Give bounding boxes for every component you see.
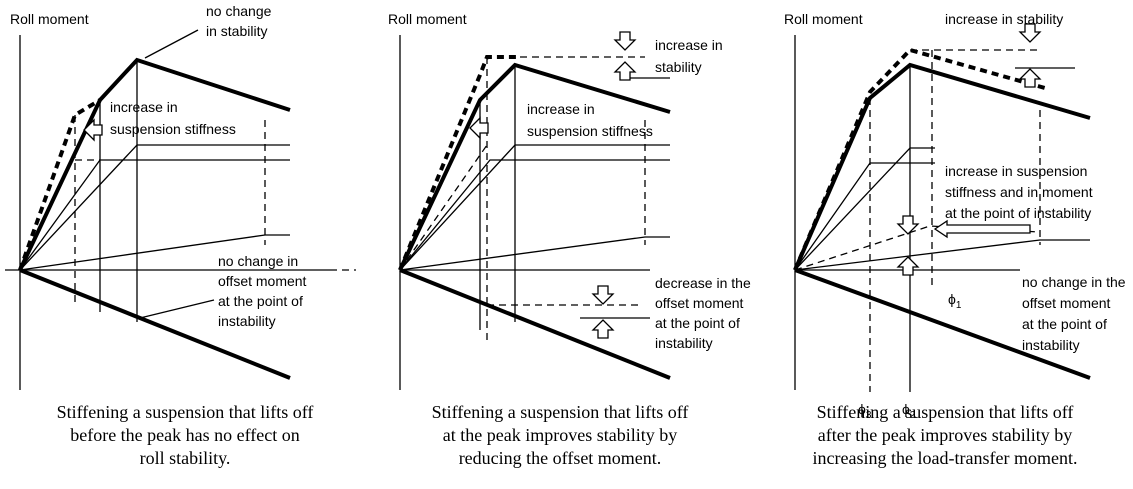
total-moment <box>793 62 1091 271</box>
annotation: suspension stiffness <box>527 123 653 139</box>
arrow <box>592 319 614 339</box>
stiffened-moment <box>18 98 102 271</box>
suspension-line <box>794 147 935 271</box>
angle-label: ϕ1 <box>948 291 962 311</box>
annotation: increase in <box>655 37 723 53</box>
annotation: instability <box>218 313 276 329</box>
pointer <box>144 29 199 59</box>
arrow <box>83 119 103 141</box>
axis-label: Roll moment <box>388 11 467 27</box>
annotation: offset moment <box>218 273 307 289</box>
suspension-line <box>399 159 670 271</box>
axis-label: Roll moment <box>784 11 863 27</box>
offset-line <box>399 236 670 271</box>
angle-label: ϕ2 <box>902 401 916 421</box>
overturning-line <box>19 268 291 380</box>
arrow <box>614 61 636 81</box>
overturning-line <box>399 268 671 380</box>
total-moment <box>18 57 291 271</box>
annotation: at the point of <box>1022 316 1107 332</box>
angle-symbol: ϕ <box>858 401 866 417</box>
annotation: at the point of <box>218 293 303 309</box>
caption: increasing the load-transfer moment. <box>813 448 1078 468</box>
caption: Stiffening a suspension that lifts off <box>432 402 689 422</box>
annotation: stability <box>655 59 702 75</box>
arrow <box>1019 68 1041 88</box>
annotation: suspension stiffness <box>110 121 236 137</box>
annotation: at the point of instability <box>945 205 1091 221</box>
angle-sub: 2 <box>910 410 916 421</box>
total-moment <box>398 62 671 271</box>
annotation: increase in suspension <box>945 163 1087 179</box>
annotation: instability <box>1022 337 1080 353</box>
annotation: offset moment <box>655 295 744 311</box>
caption: before the peak has no effect on <box>70 425 300 445</box>
arrow <box>469 117 489 139</box>
long-arrow <box>933 219 1031 239</box>
arrow <box>592 285 614 305</box>
annotation: in stability <box>206 23 267 39</box>
annotation: no change <box>206 3 272 19</box>
stiffened-moment <box>793 47 1046 271</box>
caption: after the peak improves stability by <box>818 425 1072 445</box>
caption: roll stability. <box>140 448 231 468</box>
angle-label: ϕ3 <box>858 401 872 421</box>
annotation: stiffness and in moment <box>945 184 1093 200</box>
arrow <box>897 256 919 276</box>
annotation: instability <box>655 335 713 351</box>
suspension-line <box>794 162 935 271</box>
angle-symbol: ϕ <box>902 401 910 417</box>
angle-sub: 1 <box>956 300 962 311</box>
annotation: no change in <box>218 253 298 269</box>
panel-3: Roll moment increase in stability increa… <box>784 11 1126 468</box>
annotation: increase in <box>527 101 595 117</box>
annotation: increase in <box>110 99 178 115</box>
offset-line <box>794 239 1090 271</box>
overturning-line <box>794 268 1091 380</box>
annotation: decrease in the <box>655 275 751 291</box>
panel-2: Roll moment increase in stability increa… <box>388 11 751 468</box>
caption: Stiffening a suspension that lifts off <box>817 402 1074 422</box>
caption: reducing the offset moment. <box>459 448 662 468</box>
annotation: no change in the <box>1022 274 1126 290</box>
annotation: increase in stability <box>945 11 1063 27</box>
dashed-line <box>399 144 488 271</box>
axis-label: Roll moment <box>10 11 89 27</box>
stiffened-moment <box>398 55 520 271</box>
angle-sub: 3 <box>866 410 872 421</box>
caption: at the peak improves stability by <box>443 425 677 445</box>
annotation: offset moment <box>1022 295 1111 311</box>
arrow <box>614 31 636 51</box>
panel-1: Roll moment no change in stability incre… <box>5 3 356 468</box>
pointer <box>139 299 215 319</box>
angle-symbol: ϕ <box>948 291 956 307</box>
caption: Stiffening a suspension that lifts off <box>57 402 314 422</box>
annotation: at the point of <box>655 315 740 331</box>
